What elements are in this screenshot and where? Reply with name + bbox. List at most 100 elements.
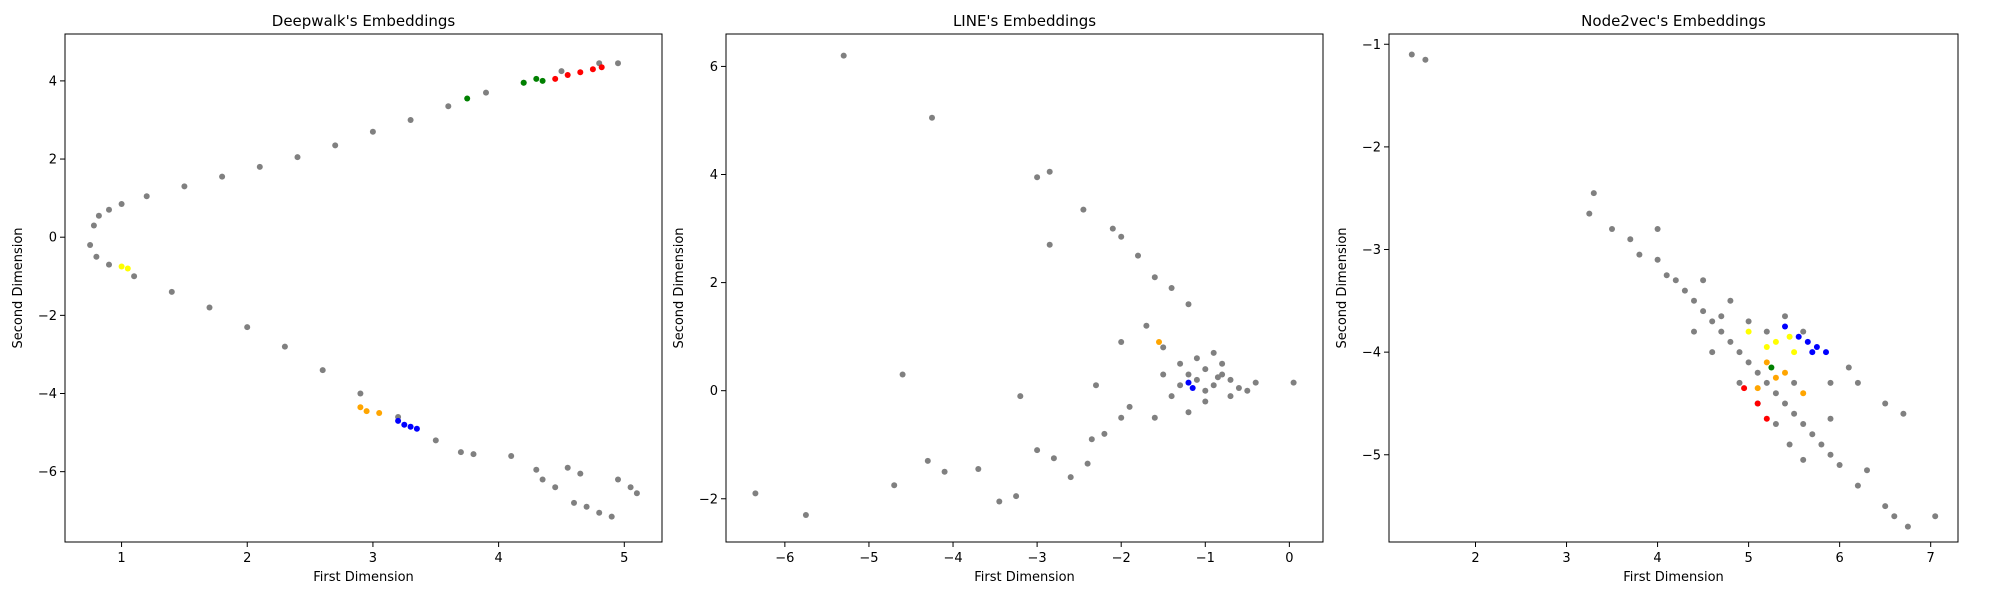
data-point [583,503,590,510]
data-point [633,490,640,497]
data-point [357,404,364,411]
data-point [1093,382,1099,389]
data-point [1800,456,1807,463]
data-point [413,425,420,432]
series-3 [464,75,546,102]
data-point [1422,56,1429,63]
series-5 [1768,364,1775,371]
data-point [1763,344,1770,350]
data-point [457,449,464,456]
x-tick-label: 3 [1562,551,1570,566]
data-point [1836,462,1843,468]
x-tick-label: 2 [1471,551,1479,566]
data-point [1709,349,1716,356]
data-point [1118,339,1125,345]
x-tick-label: −3 [1028,551,1047,566]
data-point [1745,318,1752,325]
data-point [1168,393,1175,400]
data-point [564,464,571,471]
series-1 [1408,51,1939,530]
data-point [1050,455,1057,462]
y-axis-label: Second Dimension [672,227,687,348]
chart-3: 2 3 4 5 6 7 −5 −4 −3 −2 −1 Node2vec's Embeddings Fir… [1335,12,1959,585]
data-point [996,498,1003,505]
data-point [1891,513,1898,520]
data-point [93,253,100,260]
data-point [1672,277,1679,284]
x-tick-label: −1 [1196,551,1215,566]
y-tick-label: 0 [49,231,57,246]
x-tick-label: 0 [1285,551,1293,566]
data-point [445,103,452,110]
data-point [752,490,759,497]
data-point [941,468,948,475]
data-point [106,206,112,213]
data-point [571,499,577,506]
x-tick-label: 4 [1653,551,1661,566]
data-point [1818,441,1825,448]
data-point [596,509,603,516]
x-tick-label: 2 [243,551,251,566]
data-point [1854,482,1861,489]
series-4 [395,417,420,432]
series-1 [752,52,1297,518]
plot-frame [64,33,663,543]
data-point [1691,297,1697,304]
data-point [1736,379,1743,386]
data-point [1654,226,1661,232]
data-point [1126,403,1133,410]
chart-1: 1 2 3 4 5 −6 −4 −2 0 2 4 Deepwalk's Embeddings First… [11,12,663,585]
x-tick-label: 4 [494,551,502,566]
series-3 [1745,328,1798,356]
data-point [1827,415,1834,422]
data-point [1745,359,1752,366]
data-point [1854,379,1861,386]
plot-frame [725,33,1324,543]
x-tick-label: −4 [943,551,962,566]
data-point [1210,382,1217,389]
data-point [1160,344,1167,351]
data-point [1586,210,1593,217]
data-point [1809,431,1816,438]
data-point [244,324,251,331]
data-point [1168,285,1175,291]
data-point [615,60,621,67]
data-point [802,512,809,518]
data-point [1017,393,1024,400]
data-point [1185,409,1192,416]
x-tick-label: 5 [620,551,628,566]
data-point [1700,308,1707,315]
data-point [1864,467,1870,474]
data-point [464,95,471,102]
data-point [539,77,546,84]
data-point [407,117,414,123]
data-point [1151,414,1158,421]
data-point [319,367,326,374]
data-point [1219,360,1226,367]
data-point [357,390,364,397]
data-point [1745,328,1752,335]
data-point [1151,274,1158,281]
data-point [1795,333,1802,340]
y-tick-label: 2 [710,276,718,291]
data-point [1786,441,1793,448]
chart-title: Node2vec's Embeddings [1581,12,1766,30]
data-point [533,75,540,82]
data-point [1046,168,1053,175]
data-point [1681,287,1688,294]
data-point [281,343,288,350]
data-point [1185,301,1192,308]
data-point [95,212,102,219]
data-point [1823,349,1829,356]
x-axis-label: First Dimension [313,570,414,585]
data-point [1408,51,1415,58]
data-point [1067,474,1074,481]
chart-2: −6 −5 −4 −3 −2 −1 0 −2 0 2 4 6 LINE's Embeddings Firs… [672,12,1324,585]
data-point [1782,323,1788,330]
data-point [552,484,559,491]
data-point [1791,349,1798,356]
data-point [483,89,489,96]
data-point [1590,190,1597,197]
data-point [533,466,540,473]
